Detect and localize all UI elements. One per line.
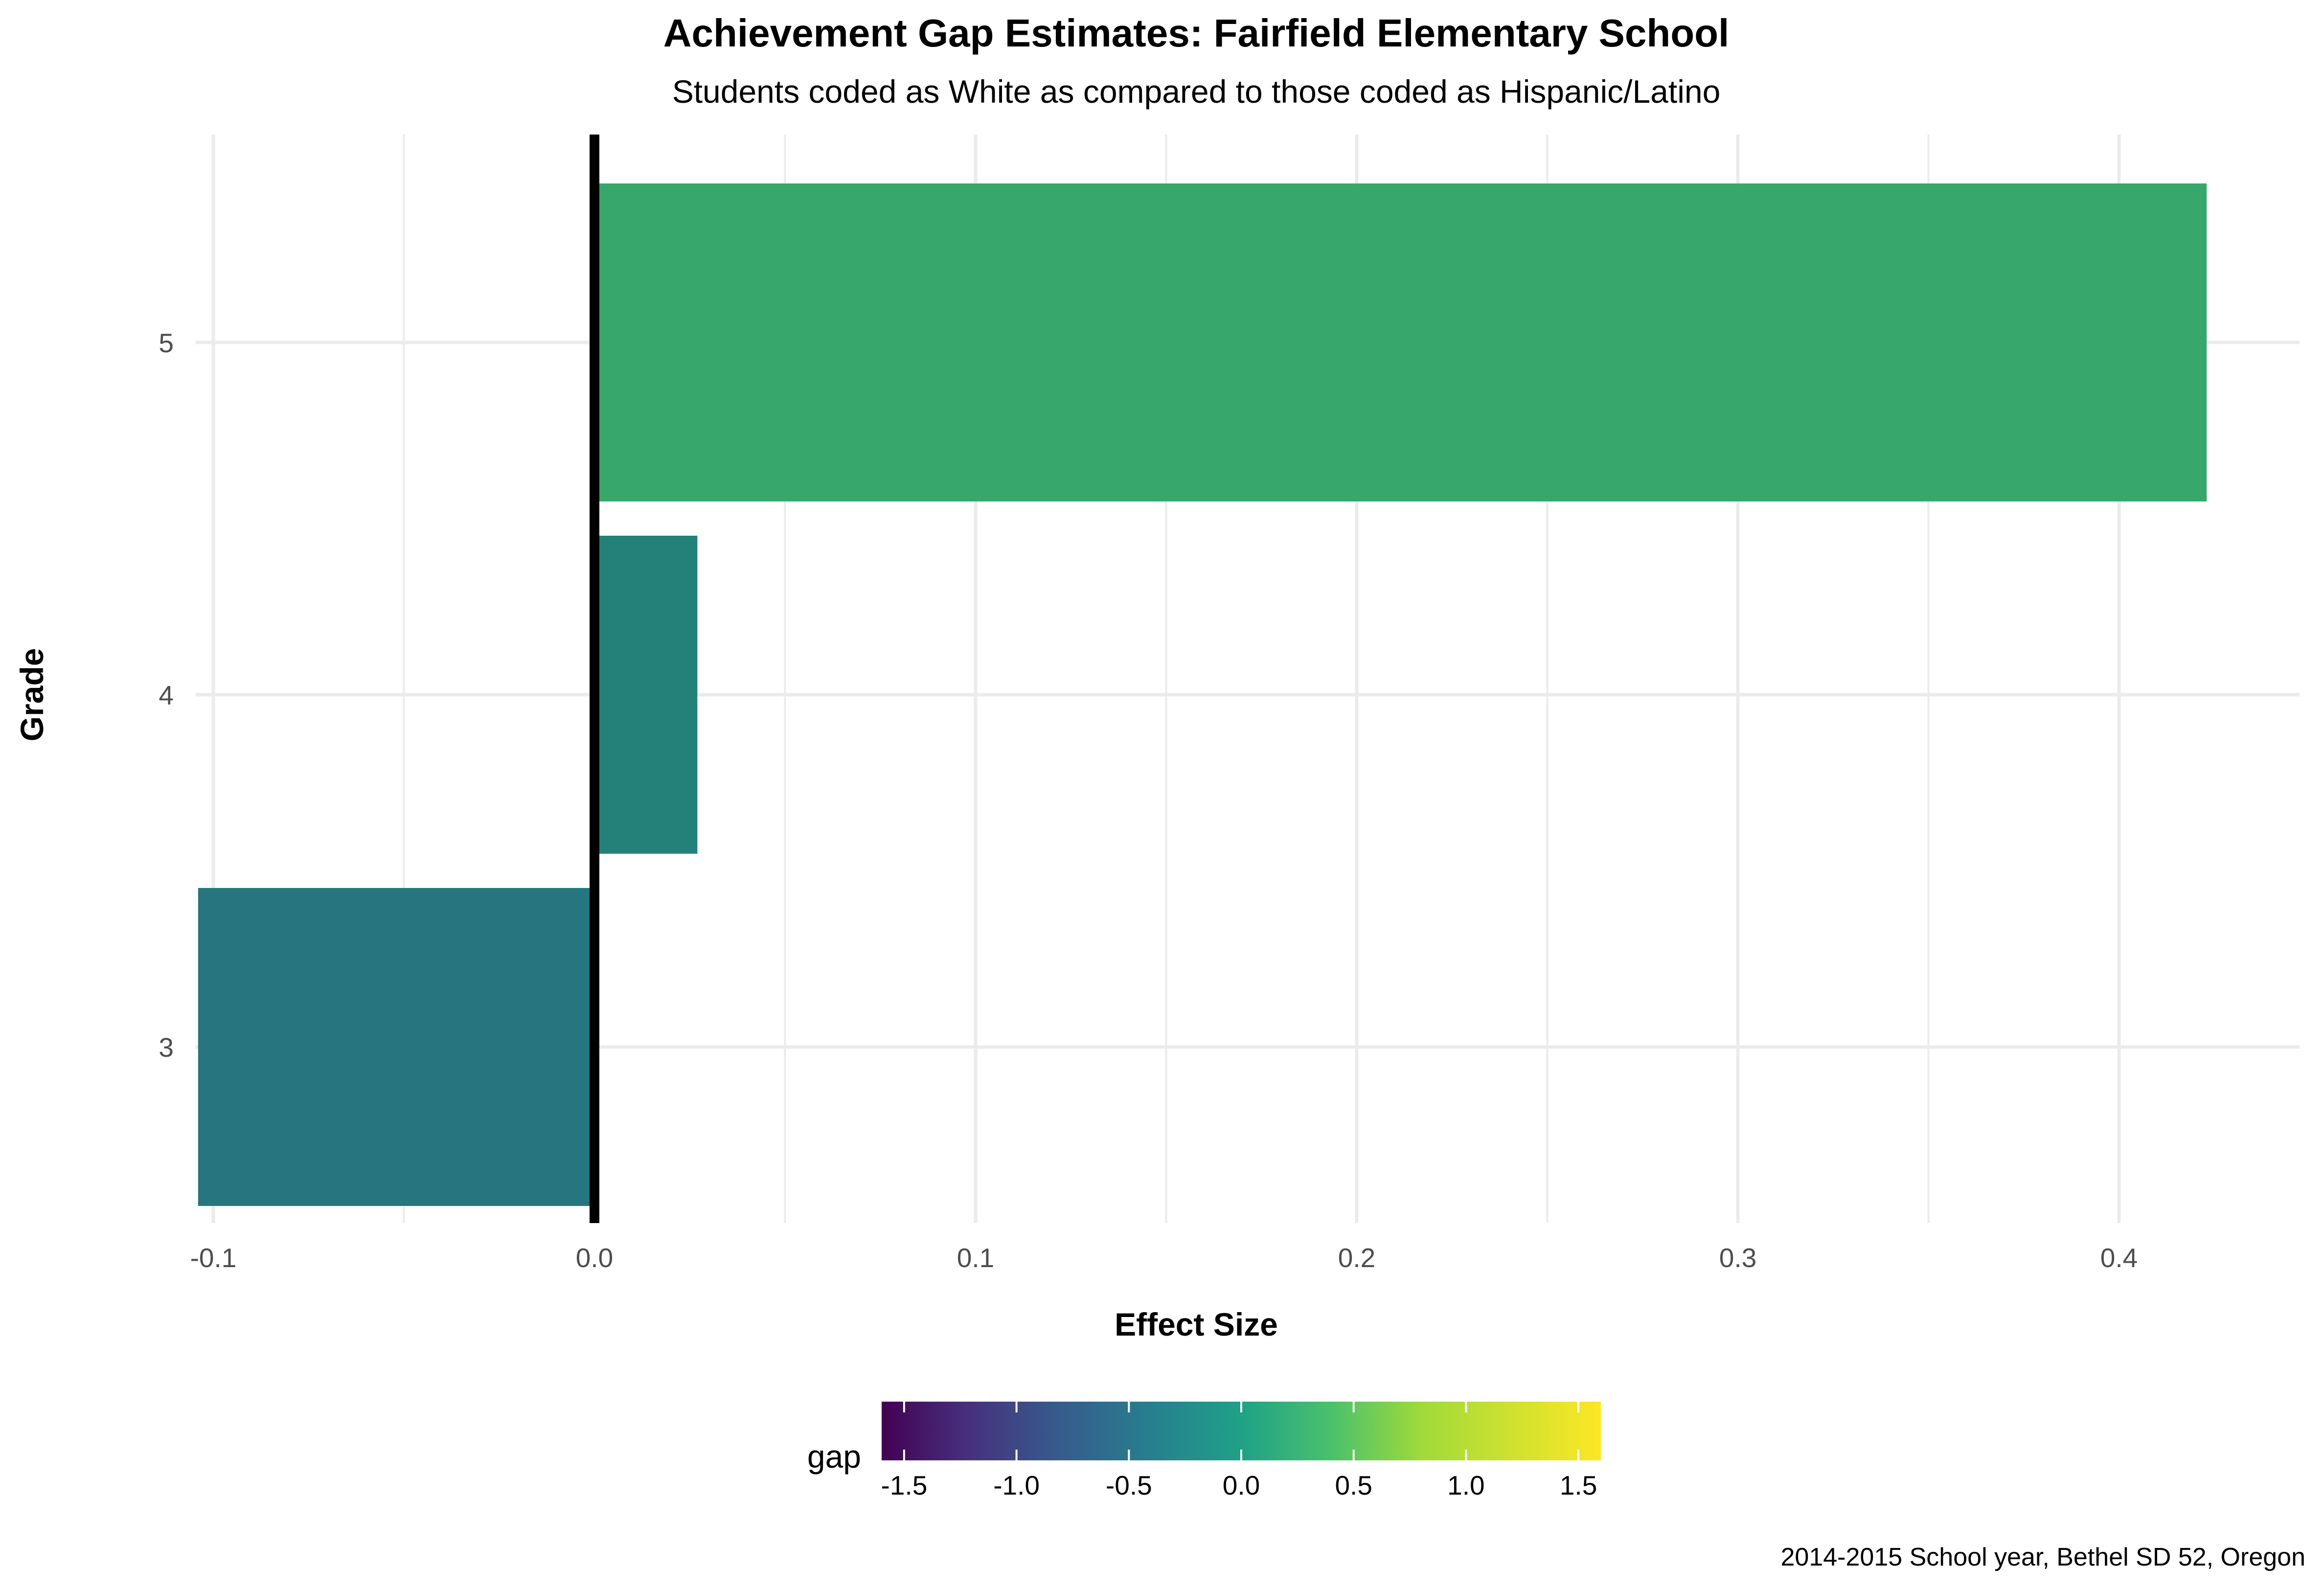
legend-tick-label: -1.0 (993, 1470, 1040, 1500)
legend-tick-label: 1.5 (1560, 1470, 1597, 1500)
x-tick-label: 0.3 (1719, 1243, 1756, 1273)
y-tick-label: 3 (159, 1032, 174, 1063)
x-tick-label: 0.4 (2100, 1243, 2138, 1273)
x-tick-label: 0.1 (957, 1243, 994, 1273)
chart-title: Achievement Gap Estimates: Fairfield Ele… (663, 11, 1729, 55)
legend-tick-label: 1.0 (1447, 1470, 1484, 1500)
legend-title: gap (807, 1438, 861, 1475)
x-tick-label: 0.2 (1338, 1243, 1375, 1273)
y-axis-ticks: 3 4 5 (159, 328, 174, 1063)
x-tick-label: -0.1 (190, 1243, 237, 1273)
legend-tick-label: 0.0 (1223, 1470, 1260, 1500)
x-axis-title: Effect Size (1115, 1306, 1278, 1342)
chart-subtitle: Students coded as White as compared to t… (672, 73, 1721, 110)
bars (198, 135, 2207, 1223)
legend-tick-label: 0.5 (1335, 1470, 1372, 1500)
bar-grade-4 (594, 536, 698, 854)
y-tick-label: 4 (159, 680, 174, 710)
legend: gap -1.5 -1.0 -0.5 0.0 0.5 1.0 1.5 (807, 1402, 1601, 1500)
bar-grade-5 (594, 183, 2207, 501)
y-axis-title: Grade (14, 648, 50, 742)
legend-ticks: -1.5 -1.0 -0.5 0.0 0.5 1.0 1.5 (881, 1402, 1597, 1500)
x-axis-ticks: -0.1 0.0 0.1 0.2 0.3 0.4 (190, 1243, 2138, 1273)
bar-grade-3 (198, 888, 595, 1206)
y-tick-label: 5 (159, 328, 174, 358)
legend-tick-label: -1.5 (881, 1470, 928, 1500)
legend-tick-label: -0.5 (1106, 1470, 1152, 1500)
x-tick-label: 0.0 (576, 1243, 613, 1273)
chart-caption: 2014-2015 School year, Bethel SD 52, Ore… (1781, 1543, 2306, 1571)
